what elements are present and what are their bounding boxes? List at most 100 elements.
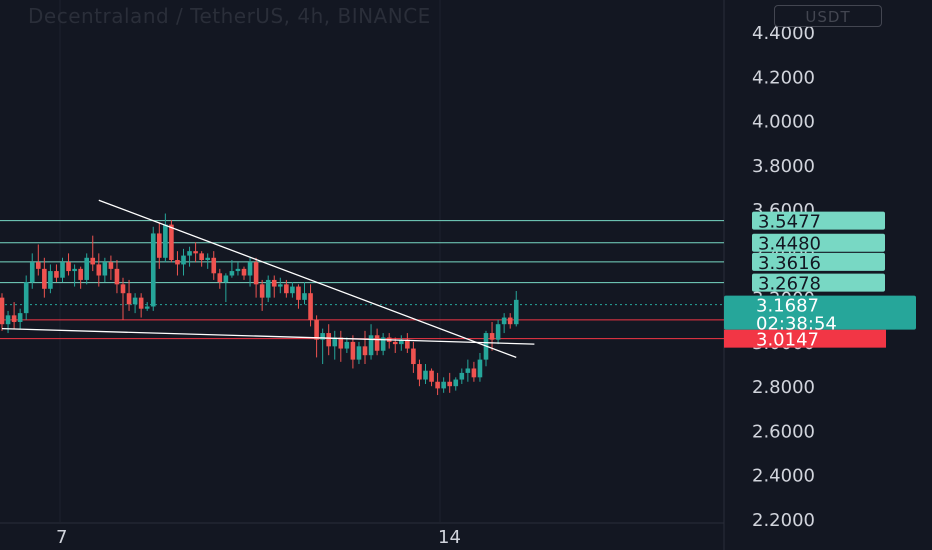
candle-down <box>241 268 247 276</box>
candle-down <box>308 293 313 320</box>
candle-down <box>138 297 144 309</box>
candle-up <box>423 370 428 380</box>
candle-up <box>23 282 29 314</box>
candle-up <box>223 275 229 283</box>
resistance-level-badge <box>752 273 885 292</box>
candle-up <box>459 372 465 380</box>
candle-up <box>380 337 386 351</box>
candle-down <box>114 268 120 285</box>
candle-up <box>265 279 271 298</box>
candle-up <box>48 271 53 289</box>
candle-up <box>465 368 471 373</box>
candle-down <box>417 364 422 380</box>
candle-up <box>247 262 253 276</box>
candle-down <box>193 251 198 254</box>
candle-up <box>495 324 501 340</box>
candle-down <box>169 224 174 261</box>
candle-up <box>278 284 283 287</box>
candle-down <box>175 260 180 265</box>
candle-down <box>259 284 265 298</box>
candle-up <box>102 262 108 276</box>
time-tick-label: 14 <box>438 527 461 548</box>
candle-up <box>501 317 507 325</box>
resistance-level-value: 3.2678 <box>758 274 821 295</box>
resistance-level-badge <box>752 252 885 271</box>
price-tick-label: 4.2000 <box>752 67 815 88</box>
candle-down <box>507 317 513 325</box>
price-tick-label: 2.8000 <box>752 377 815 398</box>
bar-countdown: 02:38:54 <box>756 314 837 335</box>
current-price-value: 3.1687 <box>756 296 819 317</box>
candle-down <box>211 257 217 274</box>
candle-down <box>471 368 477 378</box>
candle-up <box>181 255 186 265</box>
candle-down <box>90 257 96 265</box>
price-tick-label: 2.4000 <box>752 466 815 487</box>
candle-down <box>78 268 83 280</box>
candle-down <box>314 319 319 340</box>
candle-up <box>513 299 519 325</box>
candle-down <box>11 315 17 322</box>
currency-button[interactable]: USDT <box>774 5 882 27</box>
candle-up <box>144 306 150 309</box>
candle-up <box>229 271 235 276</box>
candle-up <box>477 359 483 378</box>
candle-down <box>126 293 132 305</box>
candle-down <box>96 264 102 276</box>
price-tick-label: 4.0000 <box>752 112 815 133</box>
support-level-value: 3.0147 <box>756 330 819 351</box>
candle-down <box>66 262 71 272</box>
candle-up <box>356 346 362 360</box>
candle-down <box>54 271 59 278</box>
candle-down <box>296 286 301 300</box>
candle-up <box>132 297 138 305</box>
candle-down <box>326 333 331 347</box>
candle-up <box>60 262 65 278</box>
candle-down <box>120 284 126 294</box>
candle-down <box>108 262 114 269</box>
support-level-badge <box>724 329 886 348</box>
candle-down <box>429 370 434 382</box>
candle-up <box>150 233 156 307</box>
candle-up <box>320 333 325 340</box>
candle-down <box>350 341 356 360</box>
price-tick-label: 2.6000 <box>752 421 815 442</box>
candle-up <box>72 268 77 272</box>
candle-up <box>368 335 374 356</box>
candle-down <box>271 279 277 287</box>
candle-down <box>392 341 398 345</box>
candle-up <box>302 293 307 300</box>
resistance-level-value: 3.4480 <box>758 234 821 255</box>
candle-down <box>284 284 289 294</box>
resistance-level-badge <box>752 233 885 252</box>
resistance-level-badge <box>752 211 885 230</box>
candle-up <box>344 341 350 349</box>
resistance-level-value: 3.3616 <box>758 253 821 274</box>
candle-down <box>338 337 344 349</box>
current-price-badge <box>724 295 916 330</box>
candle-down <box>405 339 410 349</box>
candle-up <box>163 224 168 258</box>
price-tick-label: 4.4000 <box>752 23 815 44</box>
candle-up <box>399 339 404 345</box>
candle-up <box>29 262 35 283</box>
candle-up <box>332 337 338 347</box>
chart-title: Decentraland / TetherUS, 4h, BINANCE <box>28 4 431 28</box>
price-tick-label: 3.8000 <box>752 156 815 177</box>
candle-down <box>435 381 440 389</box>
candle-up <box>84 257 89 280</box>
candle-up <box>5 315 11 325</box>
trendline <box>1 327 535 345</box>
candle-down <box>217 273 223 283</box>
time-tick-label: 7 <box>56 527 67 548</box>
candle-up <box>205 257 210 261</box>
candle-down <box>0 297 5 325</box>
price-tick-label: 2.2000 <box>752 510 815 531</box>
candle-down <box>362 346 368 356</box>
candle-up <box>441 381 446 389</box>
candle-down <box>374 335 380 351</box>
candle-up <box>187 251 192 256</box>
trendline <box>98 199 517 359</box>
candle-up <box>453 379 459 387</box>
